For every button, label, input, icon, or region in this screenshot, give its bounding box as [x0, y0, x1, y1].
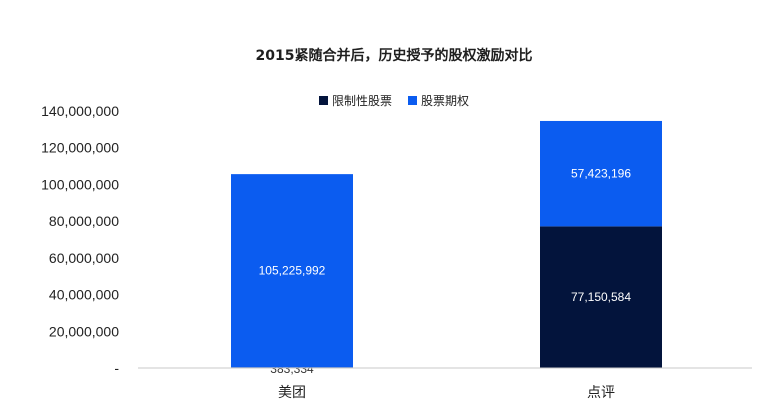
y-tick-label: 100,000,000 — [41, 176, 119, 192]
y-tick-label: 140,000,000 — [41, 103, 119, 119]
bar-segment — [231, 174, 353, 368]
y-tick-label: 60,000,000 — [49, 250, 119, 266]
legend: 限制性股票 股票期权 — [319, 94, 469, 108]
y-tick-label: - — [114, 360, 119, 376]
bar-segment — [540, 120, 662, 227]
bar-segment — [540, 226, 662, 368]
y-tick-label: 120,000,000 — [41, 140, 119, 156]
legend-swatch — [408, 96, 417, 105]
legend-label: 股票期权 — [421, 94, 469, 108]
chart-title: 2015紧随合并后，历史授予的股权激励对比 — [256, 47, 533, 64]
legend-swatch — [319, 96, 328, 105]
category-label: 点评 — [587, 385, 615, 401]
legend-label: 限制性股票 — [332, 94, 392, 108]
data-label: 105,225,992 — [259, 264, 326, 278]
y-tick-label: 80,000,000 — [49, 213, 119, 229]
y-tick-label: 40,000,000 — [49, 287, 119, 303]
data-label: 77,150,584 — [571, 290, 631, 304]
x-axis: 美团 点评 — [278, 385, 615, 401]
y-axis: - 20,000,000 40,000,000 60,000,000 80,000,00… — [41, 103, 119, 376]
y-tick-label: 20,000,000 — [49, 323, 119, 339]
data-label: 57,423,196 — [571, 167, 631, 181]
category-label: 美团 — [278, 385, 306, 401]
